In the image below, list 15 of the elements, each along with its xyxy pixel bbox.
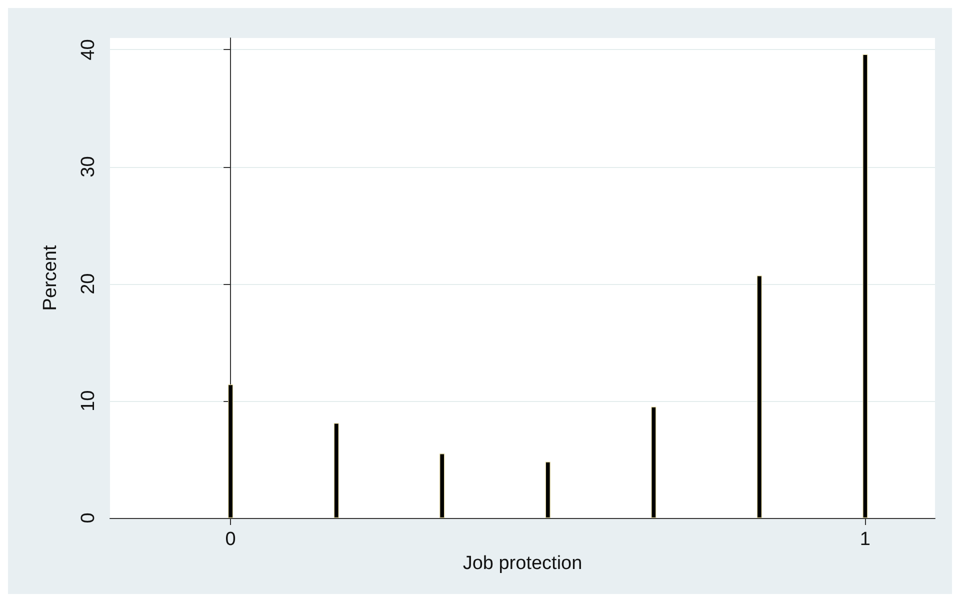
y-axis-title: Percent xyxy=(40,244,61,311)
y-tick-label: 40 xyxy=(78,39,99,60)
bar xyxy=(862,54,868,518)
bar xyxy=(334,423,339,518)
bar xyxy=(440,454,445,518)
bar xyxy=(651,406,656,518)
bar xyxy=(228,384,234,518)
y-tick-label: 20 xyxy=(78,273,99,294)
y-tick-label: 30 xyxy=(78,156,99,178)
y-tick-label: 10 xyxy=(78,390,99,412)
bar xyxy=(756,276,762,518)
bar xyxy=(545,462,550,518)
x-tick-label: 1 xyxy=(860,529,870,550)
x-axis-title: Job protection xyxy=(462,553,582,574)
y-tick-label: 0 xyxy=(78,512,99,524)
